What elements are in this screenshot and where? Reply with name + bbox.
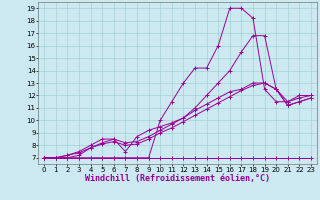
X-axis label: Windchill (Refroidissement éolien,°C): Windchill (Refroidissement éolien,°C)	[85, 174, 270, 183]
